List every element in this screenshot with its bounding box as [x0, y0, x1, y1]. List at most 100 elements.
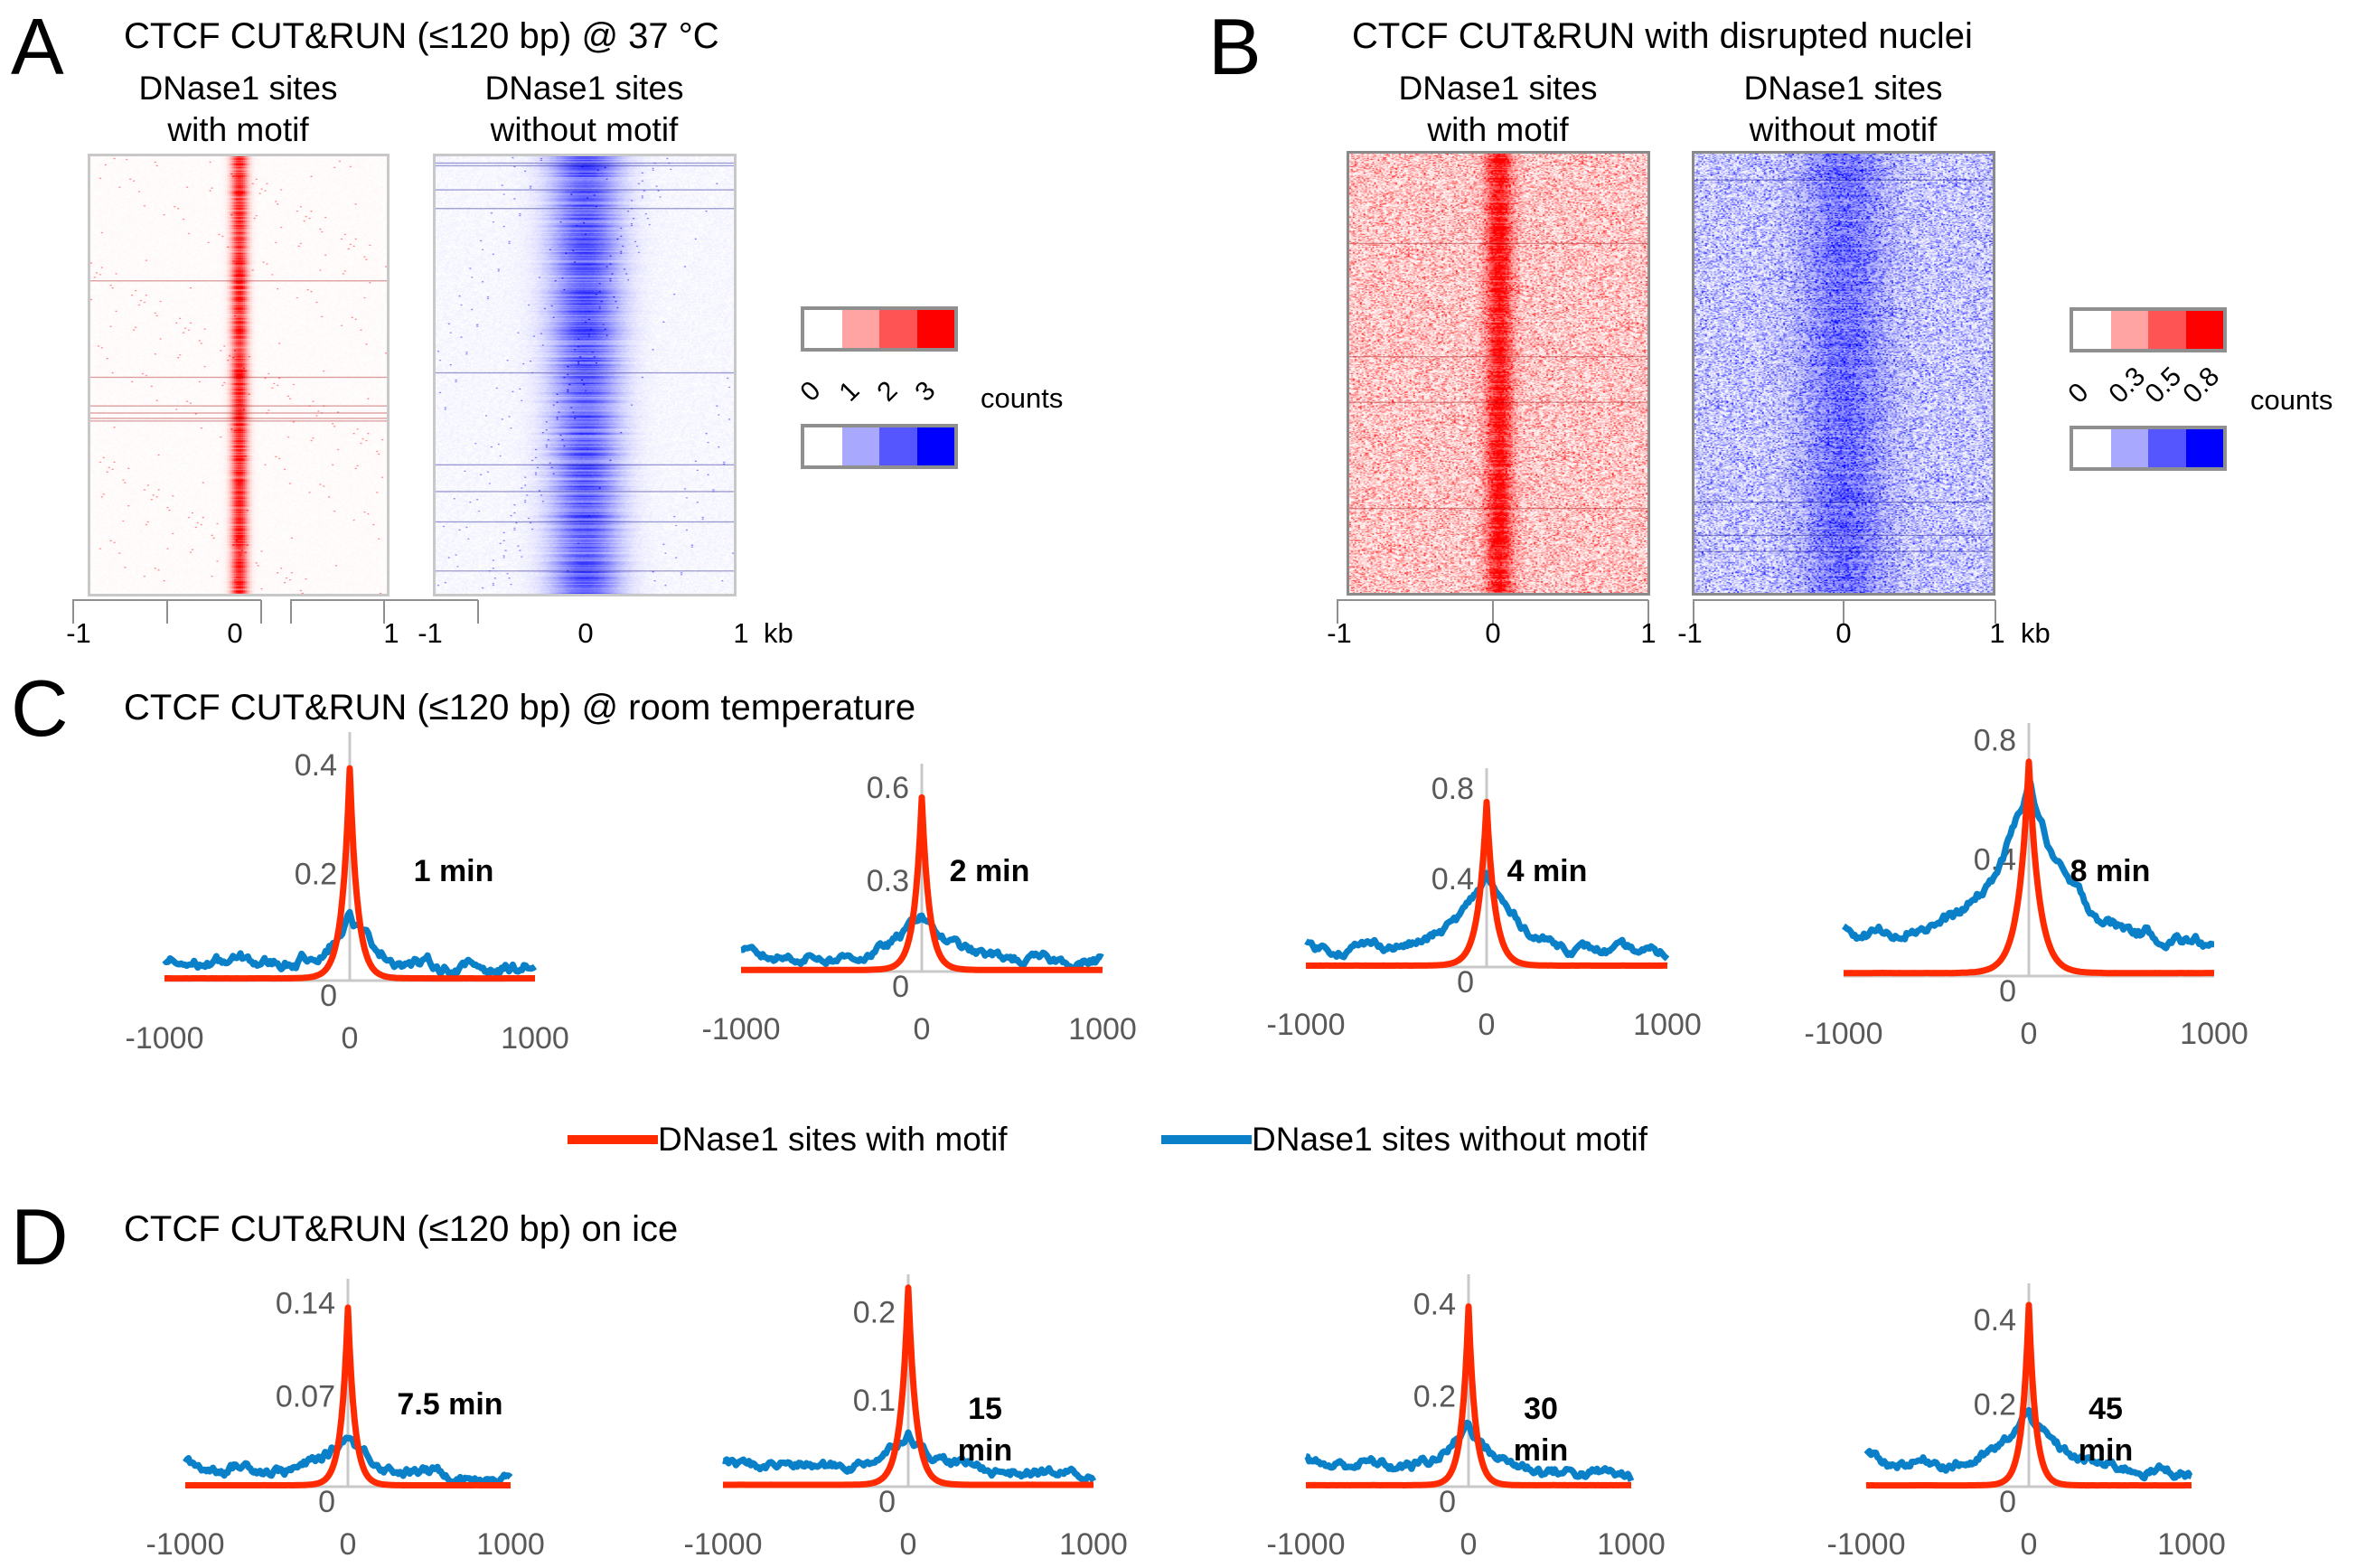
y-tick-label: 0: [1439, 1485, 1456, 1519]
tick-a1-0: 0: [227, 617, 243, 649]
x-tick-label: 1000: [1597, 1527, 1666, 1562]
legend-nomotif-swatch: [1161, 1135, 1252, 1144]
y-tick-label: 0: [878, 1485, 896, 1519]
series-line-motif: [1864, 1301, 2193, 1489]
chart-time-label: 2 min: [949, 854, 1030, 888]
colorbar-a-red-step: [916, 310, 954, 348]
panel-a-letter: A: [11, 2, 64, 91]
x-tick-label: -1000: [1267, 1527, 1346, 1562]
x-tick-label: -1000: [1827, 1527, 1906, 1562]
x-tick-label: 0: [1478, 1008, 1496, 1042]
colorbar-a-red-step: [804, 310, 842, 348]
colorbar-b-red-step: [2110, 311, 2148, 349]
colorbar-b-label-0: 0: [2062, 377, 2095, 409]
chart-time-label: 1 min: [413, 854, 494, 888]
legend-motif-label: DNase1 sites with motif: [658, 1121, 1008, 1158]
y-tick-label: 0.8: [1431, 772, 1474, 806]
heatmap-b2-title-line1: DNase1 sites: [1743, 70, 1943, 107]
colorbar-b-unit: counts: [2250, 384, 2333, 416]
x-tick-label: 1000: [501, 1021, 569, 1056]
heatmap-a1-title: DNase1 sites with motif: [88, 68, 389, 152]
chart-time-label: 8 min: [2070, 854, 2151, 888]
y-tick-label: 0.4: [1413, 1287, 1456, 1321]
x-tick-label: 1000: [1059, 1527, 1128, 1562]
heatmap-b1-title-line1: DNase1 sites: [1398, 70, 1598, 107]
heatmap-b-x-axis: [1337, 599, 1996, 624]
colorbar-b-blue-step: [2110, 429, 2148, 467]
colorbar-a-label-3: 3: [909, 375, 942, 408]
profile-chart-d-4: 0 0.07 0.14 -1000 0 1000: [146, 1279, 545, 1562]
y-tick-label: 0.2: [1974, 1388, 2016, 1422]
tick-a1-1: 1: [383, 617, 399, 649]
x-tick-label: -1000: [146, 1527, 225, 1562]
profile-chart-c-0: 0 0.2 0.4 -1000 0 1000: [126, 732, 569, 1056]
panel-b-letter: B: [1208, 2, 1262, 91]
x-tick-label: 0: [900, 1527, 917, 1562]
heatmap-a2-title: DNase1 sites without motif: [434, 68, 735, 152]
heatmap-a-x-axis: [72, 599, 479, 624]
y-tick-label: 0.14: [276, 1287, 335, 1321]
y-tick-label: 0: [892, 970, 909, 1004]
heatmap-a1: [88, 154, 390, 596]
axis-b-unit: kb: [2021, 617, 2051, 649]
series-line-motif: [1304, 798, 1669, 969]
y-tick-label: 0: [1457, 965, 1474, 1000]
panel-b-title: CTCF CUT&RUN with disrupted nuclei: [1352, 16, 1973, 56]
y-tick-label: 0: [1999, 1485, 2016, 1519]
y-tick-label: 0.4: [1431, 862, 1474, 897]
y-tick-label: 0.4: [295, 748, 337, 783]
axis-a1-line: [72, 599, 262, 624]
colorbar-a-red-step: [879, 310, 917, 348]
heatmap-b2-title-line2: without motif: [1749, 111, 1938, 149]
panel-d-letter: D: [11, 1192, 69, 1282]
panel-d-title: CTCF CUT&RUN (≤120 bp) on ice: [124, 1209, 679, 1249]
series-line-nomotif: [721, 1429, 1097, 1485]
heatmap-a1-title-line1: DNase1 sites: [138, 70, 338, 107]
tick-b1-0: 0: [1485, 617, 1501, 649]
colorbar-b-blue-step: [2185, 429, 2223, 467]
colorbar-a-blue: [801, 424, 958, 469]
colorbar-a-label-1: 1: [833, 375, 866, 408]
colorbar-a-label-0: 0: [794, 375, 827, 408]
heatmap-a2: [433, 154, 737, 596]
heatmap-b1: [1347, 151, 1650, 596]
y-tick-label: 0.07: [276, 1379, 335, 1413]
colorbar-a-red-step: [841, 310, 879, 348]
series-line-nomotif: [1863, 1406, 2193, 1482]
series-line-motif: [163, 765, 537, 982]
profile-chart-d-5: 0 0.1 0.2 -1000 0 1000: [684, 1274, 1128, 1562]
chart-time-label: 7.5 min: [397, 1387, 503, 1422]
heatmap-b2-title: DNase1 sites without motif: [1692, 68, 1995, 152]
panel-a-title: CTCF CUT&RUN (≤120 bp) @ 37 °C: [124, 16, 719, 56]
colorbar-b-label-3: 0.8: [2177, 361, 2226, 409]
x-tick-label: -1000: [684, 1527, 763, 1562]
colorbar-b-red: [2070, 307, 2227, 352]
axis-b2-line: [1693, 599, 1996, 624]
x-tick-label: -1000: [702, 1012, 781, 1047]
colorbar-b-red-step: [2073, 311, 2111, 349]
heatmap-b1-title: DNase1 sites with motif: [1347, 68, 1649, 152]
legend-nomotif-label: DNase1 sites without motif: [1252, 1121, 1648, 1158]
y-tick-label: 0.1: [853, 1384, 896, 1418]
chart-time-label: 4 min: [1507, 854, 1588, 888]
y-tick-label: 0.3: [867, 864, 909, 898]
series-line-motif: [1842, 758, 2216, 977]
tick-a1-neg1: -1: [66, 617, 91, 649]
heatmap-b2: [1692, 151, 1995, 596]
x-tick-label: 0: [342, 1021, 359, 1056]
tick-b2-neg1: -1: [1677, 617, 1703, 649]
colorbar-a-blue-step: [804, 427, 842, 465]
colorbar-b-blue-step: [2148, 429, 2186, 467]
tick-b1-neg1: -1: [1327, 617, 1352, 649]
chart-time-label: 15 min: [957, 1392, 1013, 1468]
legend-motif-swatch: [568, 1135, 658, 1144]
colorbar-b-red-step: [2185, 311, 2223, 349]
colorbar-b-red-step: [2148, 311, 2186, 349]
y-tick-label: 0: [318, 1485, 335, 1519]
y-tick-label: 0.2: [295, 858, 337, 892]
colorbar-a-blue-step: [841, 427, 879, 465]
x-tick-label: 1000: [1633, 1008, 1702, 1042]
x-tick-label: 1000: [1068, 1012, 1137, 1047]
series-line-motif: [1304, 1303, 1633, 1488]
colorbar-a-label-2: 2: [871, 375, 904, 408]
